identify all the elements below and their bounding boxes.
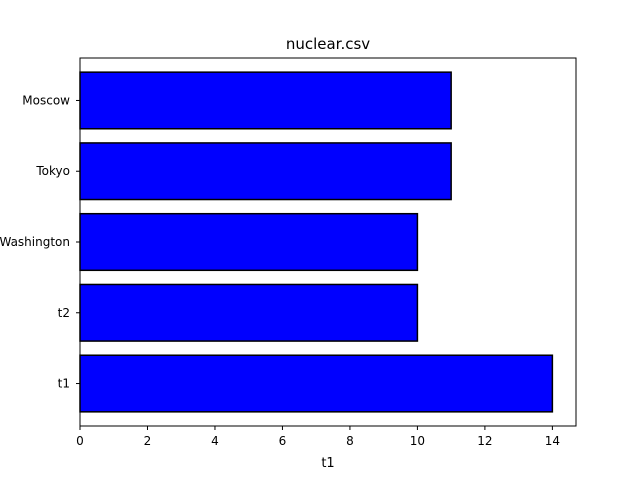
x-tick-label: 12 [477, 434, 492, 448]
x-tick-label: 6 [279, 434, 287, 448]
y-tick-label: Moscow [22, 93, 70, 107]
x-tick-label: 14 [545, 434, 560, 448]
y-tick-label: t1 [58, 377, 70, 391]
bar-t2 [79, 283, 419, 342]
y-tick-label: t2 [58, 306, 70, 320]
x-tick-label: 10 [410, 434, 425, 448]
bar-washington [79, 212, 419, 272]
x-axis-label: t1 [321, 456, 334, 471]
bar-moscow [79, 71, 452, 130]
chart-title: nuclear.csv [286, 35, 370, 53]
bar-tokyo [79, 142, 452, 201]
x-tick-label: 2 [144, 434, 152, 448]
x-axis-ticks: 0 2 4 6 8 10 12 14 [76, 426, 560, 448]
x-tick-label: 8 [346, 434, 354, 448]
x-tick-label: 4 [211, 434, 219, 448]
bars-group [79, 71, 554, 413]
x-tick-label: 0 [76, 434, 84, 448]
y-axis-ticks: t1 t2 Washington Tokyo Moscow [0, 93, 80, 391]
bar-t1 [79, 354, 554, 413]
y-tick-label: Washington [0, 235, 70, 249]
y-tick-label: Tokyo [35, 164, 70, 178]
